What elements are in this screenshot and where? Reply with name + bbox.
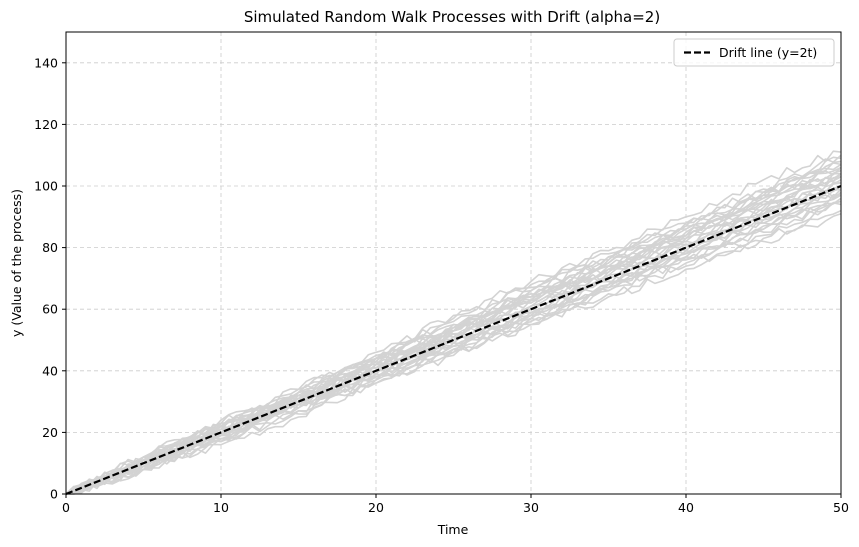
y-tick-label-80: 80 <box>42 240 58 255</box>
y-tick-label-40: 40 <box>42 363 58 378</box>
y-axis-label: y (Value of the process) <box>9 189 24 337</box>
x-tick-label-30: 30 <box>523 500 539 515</box>
y-tick-label-60: 60 <box>42 302 58 317</box>
x-tick-label-50: 50 <box>833 500 849 515</box>
y-tick-label-100: 100 <box>34 179 58 194</box>
x-tick-label-0: 0 <box>62 500 70 515</box>
legend-box <box>673 38 835 67</box>
x-tick-label-20: 20 <box>368 500 384 515</box>
plot-frame <box>65 31 842 495</box>
y-tick-label-140: 140 <box>34 55 58 70</box>
axis-ticks: 0 10 20 30 40 50 0 20 40 60 80 100 120 140 <box>34 55 849 515</box>
random-walk-line-29 <box>65 200 842 495</box>
drift-line-group <box>65 184 842 496</box>
legend-drift-label: Drift line (y=2t) <box>719 45 817 60</box>
random-walk-line-25 <box>65 172 841 495</box>
random-walk-line-26 <box>65 212 842 495</box>
y-tick-label-0: 0 <box>50 487 58 502</box>
drift-line <box>65 184 842 496</box>
y-tick-label-20: 20 <box>42 425 58 440</box>
x-tick-label-40: 40 <box>678 500 694 515</box>
random-walk-series <box>65 150 842 495</box>
random-walk-line-30 <box>65 176 842 495</box>
random-walk-line-28 <box>66 156 842 495</box>
y-tick-label-120: 120 <box>34 117 58 132</box>
legend: Drift line (y=2t) <box>673 38 835 67</box>
x-tick-label-10: 10 <box>213 500 229 515</box>
x-axis-label: Time <box>437 522 469 537</box>
chart-title: Simulated Random Walk Processes with Dri… <box>244 8 660 26</box>
